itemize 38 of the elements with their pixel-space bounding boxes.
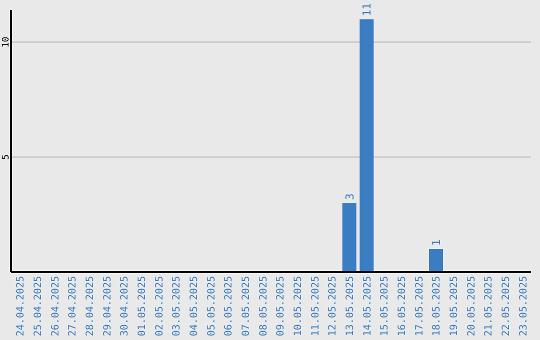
x-tick-label: 17.05.2025 (414, 276, 426, 336)
x-tick-label: 24.04.2025 (16, 276, 27, 336)
x-tick-label: 14.05.2025 (362, 276, 374, 336)
bar (429, 249, 443, 272)
y-tick-label: 5 (2, 154, 12, 160)
data-label: 3 (343, 193, 356, 200)
x-tick-label: 06.05.2025 (224, 276, 235, 336)
x-tick-label: 21.05.2025 (484, 276, 495, 336)
x-tick-label: 07.05.2025 (241, 276, 252, 336)
x-tick-label: 20.05.2025 (466, 276, 478, 336)
y-tick-label: 10 (2, 36, 12, 48)
x-tick-label: 19.05.2025 (449, 276, 460, 336)
x-tick-label: 03.05.2025 (172, 276, 183, 336)
data-label: 11 (360, 2, 374, 16)
bar (360, 19, 374, 272)
x-tick-label: 04.05.2025 (189, 276, 200, 336)
x-tick-label: 28.04.2025 (85, 276, 96, 336)
x-tick-label: 27.04.2025 (68, 276, 79, 336)
x-tick-label: 02.05.2025 (154, 276, 166, 336)
bar (342, 203, 356, 272)
x-tick-label: 15.05.2025 (380, 276, 391, 336)
x-tick-label: 16.05.2025 (397, 276, 408, 336)
x-tick-label: 10.05.2025 (293, 276, 304, 336)
x-tick-label: 13.05.2025 (345, 276, 356, 336)
x-tick-label: 30.04.2025 (120, 276, 131, 336)
x-tick-label: 11.05.2025 (310, 276, 322, 336)
x-tick-label: 18.05.2025 (432, 276, 443, 336)
x-tick-label: 22.05.2025 (501, 276, 512, 336)
x-tick-label: 26.04.2025 (50, 276, 62, 336)
data-label: 1 (430, 239, 443, 246)
x-tick-label: 29.04.2025 (102, 276, 114, 336)
x-tick-label: 23.05.2025 (518, 276, 530, 336)
x-tick-label: 25.04.2025 (33, 276, 44, 336)
x-tick-label: 09.05.2025 (276, 276, 287, 336)
x-tick-label: 05.05.2025 (206, 276, 218, 336)
x-tick-label: 01.05.2025 (137, 276, 148, 336)
x-tick-label: 12.05.2025 (328, 276, 339, 336)
x-tick-label: 08.05.2025 (258, 276, 270, 336)
